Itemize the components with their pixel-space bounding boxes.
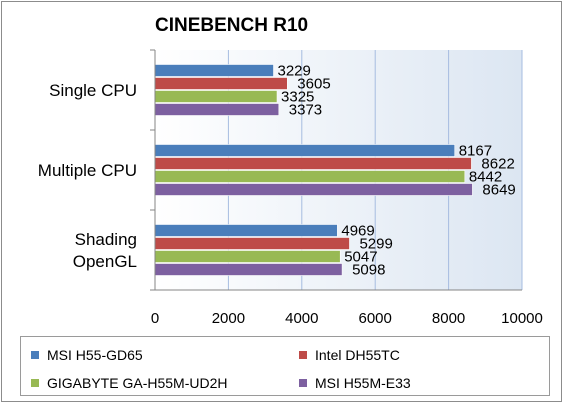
chart-title: CINEBENCH R10 (155, 15, 308, 36)
x-tick-label: 2000 (212, 310, 245, 327)
category-label: Single CPU (49, 81, 137, 100)
legend-swatch (31, 351, 39, 359)
category-label-line: OpenGL (73, 252, 137, 271)
data-label: 8649 (482, 182, 515, 199)
x-tick-label: 4000 (285, 310, 318, 327)
category-label-line: Multiple CPU (38, 161, 137, 180)
x-tick-label: 6000 (359, 310, 392, 327)
legend-item: MSI H55M-E33 (299, 374, 411, 392)
legend-label: Intel DH55TC (315, 347, 400, 363)
data-label: 5098 (352, 262, 385, 279)
legend-label: GIGABYTE GA-H55M-UD2H (47, 375, 228, 391)
legend-item: Intel DH55TC (299, 346, 400, 364)
bar (154, 170, 466, 183)
plot-area (155, 50, 522, 290)
data-label: 3229 (278, 63, 311, 80)
bar (154, 237, 350, 250)
legend: MSI H55-GD65 Intel DH55TC GIGABYTE GA-H5… (20, 336, 550, 396)
bar (154, 157, 472, 170)
legend-swatch (31, 379, 39, 387)
data-label: 3325 (281, 89, 314, 106)
bar (154, 144, 456, 157)
data-label: 5299 (359, 236, 392, 253)
category-label-line: Shading (75, 230, 137, 249)
x-tick-label: 10000 (501, 310, 543, 327)
bar (154, 64, 274, 77)
data-label: 8167 (459, 143, 492, 160)
data-label: 5047 (344, 249, 377, 266)
legend-label: MSI H55M-E33 (315, 375, 411, 391)
data-label: 8622 (481, 156, 514, 173)
bar (154, 103, 280, 116)
legend-item: MSI H55-GD65 (31, 346, 143, 364)
data-label: 3605 (297, 76, 330, 93)
bar (154, 263, 343, 276)
category-label: Shading OpenGL (73, 230, 137, 271)
bar (154, 183, 473, 196)
x-tick-label: 8000 (432, 310, 465, 327)
bar (154, 90, 278, 103)
bar (154, 77, 288, 90)
data-label: 8442 (469, 169, 502, 186)
x-tick-label: 0 (151, 310, 159, 327)
data-label: 4969 (341, 223, 374, 240)
legend-swatch (299, 379, 307, 387)
bar (154, 224, 338, 237)
legend-swatch (299, 351, 307, 359)
data-label: 3373 (289, 102, 322, 119)
legend-item: GIGABYTE GA-H55M-UD2H (31, 374, 227, 392)
legend-label: MSI H55-GD65 (47, 347, 143, 363)
bar (154, 250, 341, 263)
category-label-line: Single CPU (49, 81, 137, 100)
category-label: Multiple CPU (38, 161, 137, 180)
